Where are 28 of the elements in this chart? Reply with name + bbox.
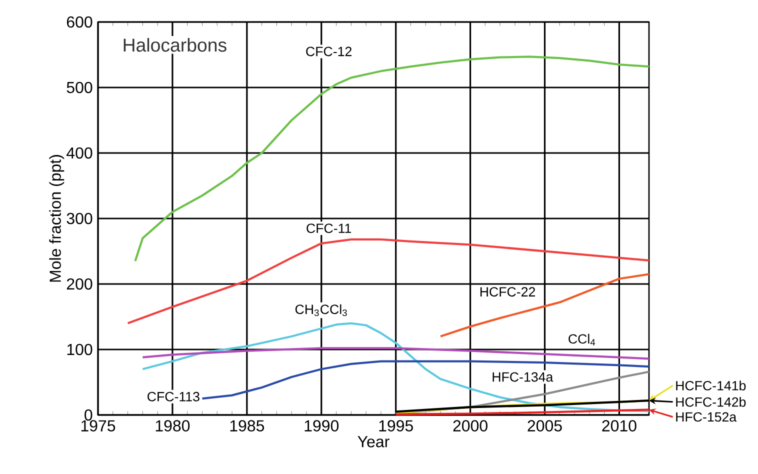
series-label: CFC-12 (306, 46, 352, 56)
x-tick-label: 1980 (156, 420, 190, 432)
series-label: HCFC-22 (480, 287, 536, 297)
series-label: CFC-11 (306, 224, 352, 234)
legend-label: HCFC-142b (676, 396, 746, 407)
y-axis-title: Mole fraction (ppt) (49, 155, 64, 282)
x-tick-label: 2005 (528, 420, 562, 432)
x-tick-label: 1990 (304, 420, 339, 432)
x-tick-label: 1975 (81, 420, 116, 432)
x-axis-title: Year (358, 436, 390, 448)
series-label: CCl$_{4}$ (568, 334, 596, 346)
x-tick-label: 1985 (230, 420, 264, 432)
y-tick-label: 0 (84, 409, 92, 421)
x-tick-label: 1995 (379, 420, 413, 432)
y-tick-label: 200 (66, 278, 92, 290)
y-tick-label: 300 (66, 212, 92, 224)
legend-label: HCFC-141b (676, 380, 746, 390)
y-tick-label: 400 (66, 147, 92, 159)
series-label: HFC-134a (492, 372, 554, 382)
legend-label: HFC-152a (676, 412, 737, 422)
y-tick-label: 500 (66, 82, 92, 94)
y-tick-label: 600 (66, 16, 92, 28)
text: Halocarbons (124, 38, 226, 52)
series-label: CH$_{3}$CCl$_{3}$ (295, 304, 347, 316)
x-tick-label: 2010 (602, 420, 636, 432)
y-tick-label: 100 (67, 344, 92, 356)
series-label: CFC-113 (148, 392, 200, 402)
x-tick-label: 2000 (453, 420, 488, 432)
